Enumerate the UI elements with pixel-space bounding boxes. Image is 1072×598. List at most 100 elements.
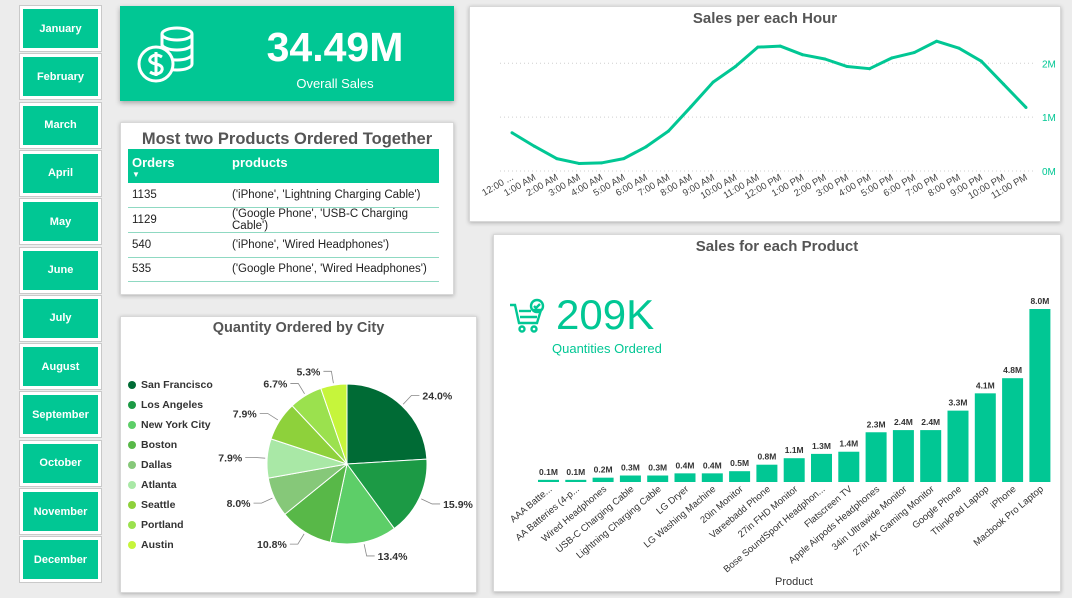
- bar-value-label: 4.8M: [1003, 365, 1022, 375]
- legend-dot: [128, 461, 136, 469]
- table-row: 540 ('iPhone', 'Wired Headphones'): [128, 232, 439, 258]
- month-button-march[interactable]: March: [19, 101, 102, 149]
- legend-label: Portland: [141, 519, 184, 531]
- bar[interactable]: [756, 464, 778, 482]
- y-tick-label: 2M: [1042, 59, 1056, 70]
- bar-value-label: 2.4M: [894, 417, 913, 427]
- legend-item[interactable]: Seattle: [128, 499, 175, 511]
- line-point: [801, 53, 805, 57]
- bar[interactable]: [974, 393, 996, 482]
- bar[interactable]: [647, 475, 669, 482]
- pie-value-label: 7.9%: [218, 452, 243, 464]
- month-button-december[interactable]: December: [19, 536, 102, 584]
- bar[interactable]: [674, 473, 696, 482]
- line-point: [778, 44, 782, 48]
- line-point: [622, 157, 626, 161]
- pie-value-label: 5.3%: [296, 366, 321, 378]
- pie-value-label: 13.4%: [378, 551, 408, 563]
- month-button-november[interactable]: November: [19, 488, 102, 535]
- legend-item[interactable]: Portland: [128, 519, 184, 531]
- pie-slice[interactable]: [329, 462, 395, 545]
- line-point: [957, 46, 961, 50]
- bar[interactable]: [1029, 309, 1051, 482]
- products-cell: ('iPhone', 'Wired Headphones'): [228, 232, 439, 258]
- pie-slice[interactable]: [346, 458, 428, 530]
- legend-dot: [128, 381, 136, 389]
- bar[interactable]: [838, 451, 860, 482]
- month-button-june[interactable]: June: [19, 246, 102, 294]
- bar[interactable]: [783, 458, 805, 482]
- bar[interactable]: [592, 477, 614, 482]
- orders-column-header[interactable]: Orders ▼: [128, 149, 228, 183]
- bar-value-label: 1.1M: [785, 445, 804, 455]
- city-pie-card: Quantity Ordered by City San Francisco Lo…: [120, 316, 477, 593]
- orders-cell: 1135: [128, 183, 228, 208]
- month-button-february[interactable]: February: [19, 53, 102, 101]
- pie-slice[interactable]: [320, 383, 348, 465]
- bar-value-label: 1.3M: [812, 441, 831, 451]
- products-together-table: Orders ▼ products 1135 ('iPhone', 'Lightn…: [128, 149, 439, 282]
- quantities-ordered-value: 209K: [556, 291, 655, 338]
- bar[interactable]: [565, 479, 587, 482]
- overall-sales-value: 34.49M: [266, 24, 404, 70]
- month-button-october[interactable]: October: [19, 439, 102, 487]
- legend-label: Austin: [141, 539, 174, 551]
- bar[interactable]: [920, 430, 942, 482]
- legend-item[interactable]: Los Angeles: [128, 399, 203, 411]
- orders-cell: 1129: [128, 207, 228, 233]
- product-sales-title: Sales for each Product: [695, 238, 859, 255]
- line-point: [532, 144, 536, 148]
- line-point: [1002, 82, 1006, 86]
- leader-line: [363, 544, 375, 557]
- bar[interactable]: [729, 471, 751, 482]
- month-button-july[interactable]: July: [19, 294, 102, 342]
- x-axis-title: Product: [775, 576, 813, 588]
- legend-item[interactable]: New York City: [128, 419, 211, 431]
- legend-item[interactable]: Austin: [128, 539, 174, 551]
- bar[interactable]: [811, 453, 832, 482]
- bar[interactable]: [947, 410, 969, 482]
- legend-item[interactable]: Atlanta: [128, 479, 177, 491]
- quantities-ordered-label: Quantities Ordered: [552, 341, 662, 356]
- y-tick-label: 0M: [1042, 167, 1056, 178]
- products-column-header[interactable]: products: [228, 149, 439, 183]
- legend-item[interactable]: San Francisco: [128, 379, 213, 391]
- line-point: [689, 105, 693, 109]
- month-button-september[interactable]: September: [19, 391, 102, 439]
- bar[interactable]: [892, 430, 914, 482]
- line-point: [644, 145, 648, 149]
- products-cell: ('Google Phone', 'Wired Headphones'): [228, 257, 439, 282]
- leader-line: [402, 395, 420, 405]
- line-point: [979, 59, 983, 63]
- bar-value-label: 0.2M: [594, 465, 613, 475]
- bar[interactable]: [865, 432, 887, 482]
- bar[interactable]: [619, 475, 641, 482]
- month-button-august[interactable]: August: [19, 343, 102, 391]
- legend-dot: [128, 421, 136, 429]
- city-pie-title: Quantity Ordered by City: [212, 320, 385, 336]
- bar-value-label: 0.3M: [648, 463, 667, 473]
- line-point: [711, 80, 715, 84]
- hourly-sales-line: [511, 39, 1028, 165]
- pie-slice[interactable]: [346, 383, 428, 465]
- hourly-sales-title: Sales per each Hour: [692, 10, 838, 27]
- legend-label: San Francisco: [141, 379, 213, 391]
- pie-value-label: 6.7%: [263, 379, 288, 391]
- legend-dot: [128, 441, 136, 449]
- legend-item[interactable]: Boston: [128, 439, 177, 451]
- line-point: [912, 51, 916, 55]
- month-button-april[interactable]: April: [19, 149, 102, 197]
- month-button-january[interactable]: January: [19, 5, 102, 52]
- month-button-may[interactable]: May: [19, 198, 102, 246]
- bar[interactable]: [1002, 378, 1024, 482]
- line-point: [823, 57, 827, 61]
- bar[interactable]: [538, 479, 559, 482]
- sort-desc-icon: ▼: [132, 170, 140, 179]
- legend-dot: [128, 521, 136, 529]
- leader-line: [323, 370, 334, 384]
- bar[interactable]: [701, 473, 723, 482]
- legend-item[interactable]: Dallas: [128, 459, 172, 471]
- line-point: [935, 39, 939, 43]
